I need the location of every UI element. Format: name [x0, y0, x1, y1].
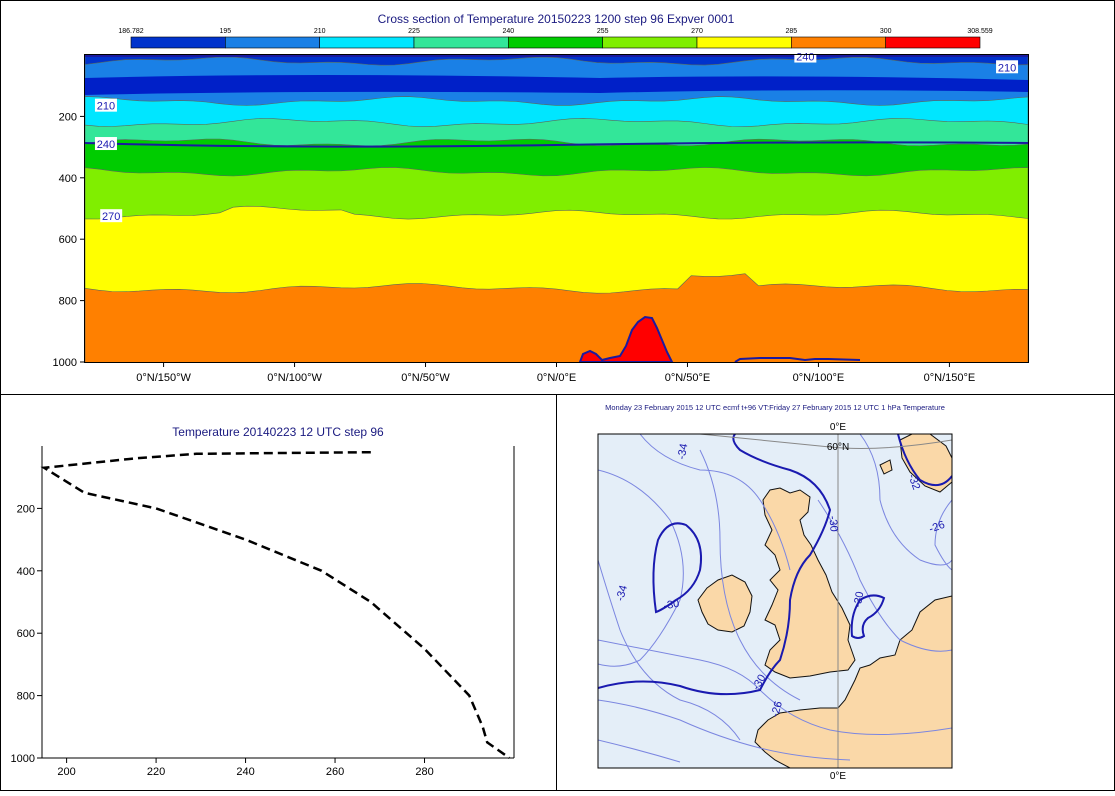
legend-bound-label: 225	[408, 28, 420, 35]
contour-label-box	[94, 98, 117, 112]
map-contour-label: -30	[663, 598, 681, 613]
x-tick-label: 0°N/0°E	[537, 372, 576, 384]
map-area	[598, 434, 952, 768]
legend-bound-label: 210	[314, 28, 326, 35]
legend-bound-label: 300	[880, 28, 892, 35]
profile-x-tick-label: 220	[147, 766, 165, 778]
contour-label-box	[794, 49, 817, 63]
x-tick-label: 0°N/150°E	[924, 372, 976, 384]
profile-y-tick-label: 200	[17, 503, 35, 515]
contour-label-box	[94, 137, 117, 151]
legend-bound-label: 240	[502, 28, 514, 35]
legend-bound-label: 270	[691, 28, 703, 35]
cross-section-contour-labels: 240 210 210 240 270	[94, 49, 1019, 223]
map-contour-labels: -34-34-30-30-30-30-32-26-26	[614, 443, 946, 719]
legend-swatch	[319, 36, 415, 49]
map-lat-label: 60°N	[827, 442, 849, 453]
profile-line	[40, 450, 511, 760]
legend-bound-label: 285	[785, 28, 797, 35]
legend-swatch	[602, 36, 698, 49]
map-contour-label: -30	[852, 591, 867, 609]
map-contour-label: -30	[826, 515, 839, 532]
cross-section-title: Cross section of Temperature 20150223 12…	[378, 12, 735, 26]
y-tick-label: 600	[59, 234, 77, 246]
map-contour-label: -26	[927, 519, 946, 536]
x-tick-label: 0°N/100°E	[793, 372, 845, 384]
profile-x-tick-label: 200	[57, 766, 75, 778]
legend-bound-label: 195	[219, 28, 231, 35]
x-tick-label: 0°N/150°W	[136, 372, 191, 384]
profile-y-tick-label: 400	[17, 566, 35, 578]
contour-240-line	[85, 141, 1028, 148]
temperature-band	[85, 273, 1028, 362]
contour-label-box	[100, 209, 123, 223]
legend-swatch	[508, 36, 603, 49]
contour-label: 240	[97, 139, 115, 151]
legend-swatch	[885, 36, 981, 49]
cross-section-features	[85, 55, 1028, 362]
contour-300-line	[734, 357, 861, 362]
y-tick-label: 1000	[53, 357, 77, 369]
profile-y-tick-label: 600	[17, 628, 35, 640]
cross-section-bands	[85, 55, 1028, 362]
temperature-map: Monday 23 February 2015 12 UTC ecmf t+96…	[597, 403, 953, 782]
legend-bound-label: 186.782	[118, 28, 143, 35]
scandinavia-land	[899, 434, 952, 493]
cross-section-y-axis: 200 400 600 800 1000	[53, 111, 85, 369]
profile-axes: 200 220 240 260 280 200 400 600 800 1000	[11, 446, 515, 778]
warm-core-region	[578, 315, 674, 362]
cross-section-x-axis: 0°N/150°W 0°N/100°W 0°N/50°W 0°N/0°E 0°N/50°…	[136, 362, 975, 384]
map-frame	[597, 433, 953, 769]
legend-swatch	[130, 36, 226, 49]
legend-swatch	[225, 36, 320, 49]
great-britain-land	[762, 487, 856, 679]
x-tick-label: 0°N/50°E	[665, 372, 711, 384]
legend-bound-label: 308.559	[967, 28, 992, 35]
contour-label: 210	[998, 62, 1016, 74]
x-tick-label: 0°N/100°W	[267, 372, 322, 384]
legend-swatch	[413, 36, 509, 49]
profile-title: Temperature 20140223 12 UTC step 96	[172, 425, 384, 439]
legend-swatch	[696, 36, 792, 49]
thick-contours	[598, 434, 952, 696]
map-lon-label-top: 0°E	[830, 422, 847, 433]
profile-x-tick-label: 240	[236, 766, 254, 778]
profile-x-tick-label: 260	[326, 766, 344, 778]
parallel-60n	[699, 434, 952, 449]
ireland-land	[697, 574, 753, 633]
cross-section-legend: 186.782 195 210 225 240 255 270 285 300 308.559	[118, 28, 993, 49]
profile-y-tick-label: 1000	[11, 753, 35, 765]
contour-label-box	[996, 60, 1019, 74]
legend-swatch	[791, 36, 886, 49]
map-title: Monday 23 February 2015 12 UTC ecmf t+96…	[605, 403, 945, 412]
island-land	[879, 459, 893, 475]
map-contour-label: -34	[614, 584, 630, 602]
profile-series	[40, 450, 511, 760]
y-tick-label: 200	[59, 111, 77, 123]
map-lon-label-bottom: 0°E	[830, 771, 847, 782]
temperature-profile-chart: Temperature 20140223 12 UTC step 96 200 2…	[11, 425, 515, 778]
profile-x-tick-label: 280	[415, 766, 433, 778]
x-tick-label: 0°N/50°W	[401, 372, 450, 384]
profile-y-tick-label: 800	[17, 691, 35, 703]
contour-label: 210	[97, 101, 115, 113]
map-contour-label: -34	[676, 443, 691, 461]
contour-label: 270	[102, 211, 120, 223]
cold-streak	[85, 75, 1028, 95]
y-tick-label: 800	[59, 296, 77, 308]
map-contour-label: -26	[769, 700, 785, 718]
y-tick-label: 400	[59, 173, 77, 185]
map-contour-label: -32	[905, 472, 922, 491]
cross-section-chart: Cross section of Temperature 20150223 12…	[53, 12, 1029, 384]
contour-label: 240	[796, 52, 814, 64]
legend-bound-label: 255	[597, 28, 609, 35]
